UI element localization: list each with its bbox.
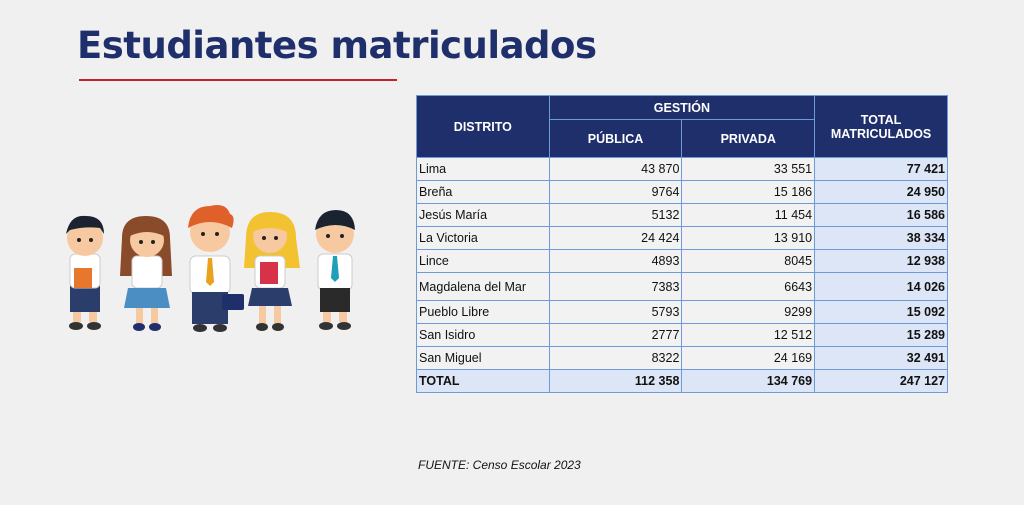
table-row: Breña 9764 15 186 24 950 xyxy=(416,180,948,204)
table-row: San Isidro 2777 12 512 15 289 xyxy=(416,323,948,347)
cell-public: 43 870 xyxy=(548,157,683,181)
header-district: DISTRITO xyxy=(416,95,550,158)
student-boy-1 xyxy=(66,215,104,330)
total-row: TOTAL 112 358 134 769 247 127 xyxy=(416,369,948,393)
page-title: Estudiantes matriculados xyxy=(77,24,597,67)
cell-private: 12 512 xyxy=(681,323,816,347)
cell-total: 77 421 xyxy=(814,157,948,181)
table-row: Lima 43 870 33 551 77 421 xyxy=(416,157,948,181)
title-underline xyxy=(79,79,397,81)
cell-district: Jesús María xyxy=(416,203,550,227)
cell-total: 24 950 xyxy=(814,180,948,204)
cell-private: 24 169 xyxy=(681,346,816,370)
table-row: Pueblo Libre 5793 9299 15 092 xyxy=(416,300,948,324)
cell-private: 11 454 xyxy=(681,203,816,227)
table-row: La Victoria 24 424 13 910 38 334 xyxy=(416,226,948,250)
student-girl-1 xyxy=(120,216,172,331)
cell-district: Breña xyxy=(416,180,550,204)
students-illustration xyxy=(66,205,355,332)
cell-total: 38 334 xyxy=(814,226,948,250)
cell-district-total: TOTAL xyxy=(416,369,550,393)
table-row: Jesús María 5132 11 454 16 586 xyxy=(416,203,948,227)
enrollment-table: DISTRITO GESTIÓN TOTAL MATRICULADOS PÚBL… xyxy=(416,95,948,393)
cell-total: 32 491 xyxy=(814,346,948,370)
cell-total: 15 092 xyxy=(814,300,948,324)
student-girl-2 xyxy=(244,212,300,331)
cell-public: 9764 xyxy=(548,180,683,204)
cell-private: 9299 xyxy=(681,300,816,324)
table-row: Lince 4893 8045 12 938 xyxy=(416,249,948,273)
source-note: FUENTE: Censo Escolar 2023 xyxy=(418,458,581,472)
cell-public-total: 112 358 xyxy=(548,369,683,393)
cell-district: Pueblo Libre xyxy=(416,300,550,324)
table-row: Magdalena del Mar 7383 6643 14 026 xyxy=(416,272,948,301)
header-public: PÚBLICA xyxy=(548,119,683,158)
header-management: GESTIÓN xyxy=(548,95,816,120)
cell-private: 15 186 xyxy=(681,180,816,204)
student-boy-3 xyxy=(315,210,355,330)
cell-grand-total: 247 127 xyxy=(814,369,948,393)
cell-total: 14 026 xyxy=(814,272,948,301)
cell-private: 6643 xyxy=(681,272,816,301)
cell-private: 13 910 xyxy=(681,226,816,250)
cell-district: Lima xyxy=(416,157,550,181)
cell-private: 8045 xyxy=(681,249,816,273)
cell-total: 12 938 xyxy=(814,249,948,273)
cell-public: 5793 xyxy=(548,300,683,324)
table-row: San Miguel 8322 24 169 32 491 xyxy=(416,346,948,370)
cell-public: 8322 xyxy=(548,346,683,370)
cell-public: 7383 xyxy=(548,272,683,301)
cell-district: San Isidro xyxy=(416,323,550,347)
student-boy-2 xyxy=(188,205,244,332)
cell-total: 16 586 xyxy=(814,203,948,227)
header-total-line2: MATRICULADOS xyxy=(830,126,932,141)
cell-private-total: 134 769 xyxy=(681,369,816,393)
cell-public: 24 424 xyxy=(548,226,683,250)
cell-public: 2777 xyxy=(548,323,683,347)
cell-district: San Miguel xyxy=(416,346,550,370)
header-private: PRIVADA xyxy=(681,119,816,158)
cell-district: Magdalena del Mar xyxy=(416,272,550,301)
cell-public: 4893 xyxy=(548,249,683,273)
header-total: TOTAL MATRICULADOS xyxy=(814,95,948,158)
cell-district: Lince xyxy=(416,249,550,273)
cell-private: 33 551 xyxy=(681,157,816,181)
header-total-line1: TOTAL xyxy=(860,112,902,127)
cell-district: La Victoria xyxy=(416,226,550,250)
cell-total: 15 289 xyxy=(814,323,948,347)
cell-public: 5132 xyxy=(548,203,683,227)
